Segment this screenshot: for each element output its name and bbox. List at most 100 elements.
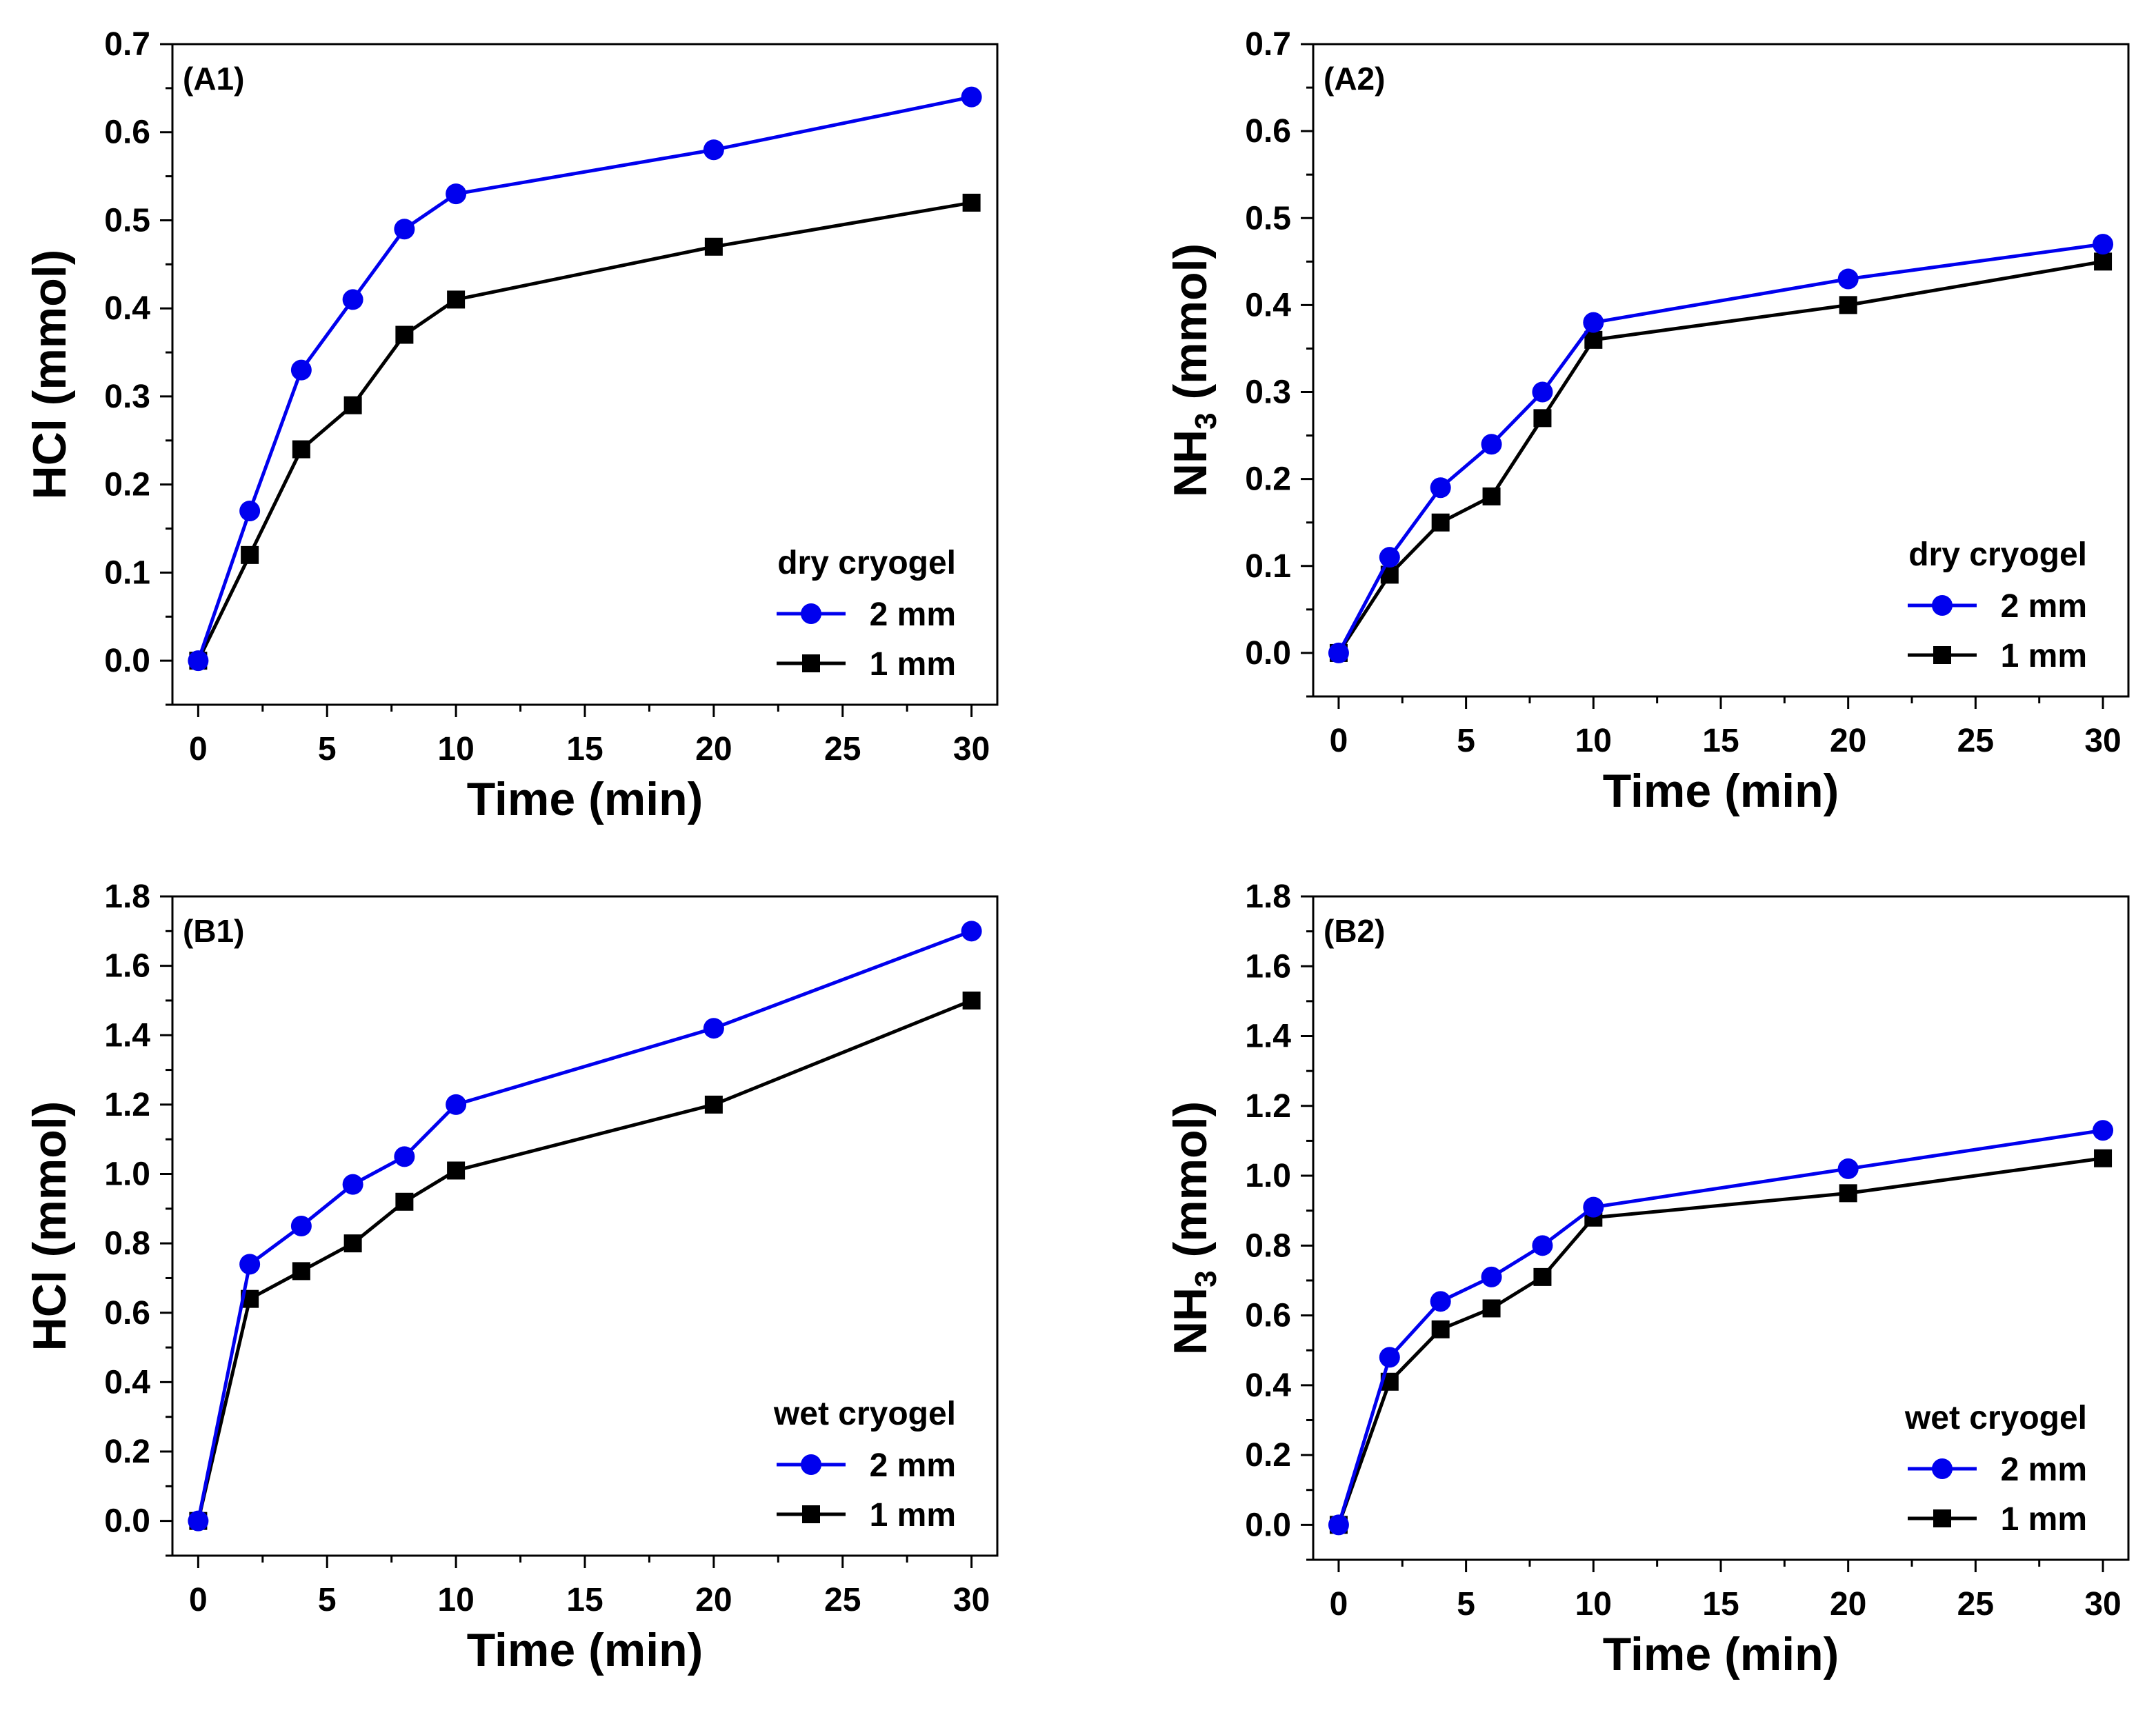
y-tick-label: 1.6 [104, 948, 150, 985]
legend-swatch-marker [1932, 1458, 1953, 1479]
data-point [342, 289, 363, 310]
y-axis-title-subscript: 3 [1189, 412, 1223, 429]
y-tick-label: 1.4 [104, 1017, 150, 1054]
panel-a1: 0 5 10 15 20 25 30 0.0 0.1 0.2 0.3 0.4 0.5 0.6 0.7 Time… [23, 26, 999, 825]
data-point [1584, 330, 1603, 349]
y-axis-title-main: NH [1164, 1287, 1217, 1355]
data-point [394, 219, 415, 240]
y-axis-title: NH3 (mmol) [1164, 1101, 1223, 1355]
y-tick-label: 0.8 [104, 1225, 150, 1262]
legend-title: dry cryogel [1908, 536, 2087, 573]
data-point [1583, 1196, 1604, 1218]
x-tick-label: 0 [189, 731, 208, 767]
x-tick-label: 5 [318, 731, 337, 767]
data-point [2094, 1149, 2113, 1167]
x-tick-label: 0 [1330, 723, 1348, 759]
x-tick-label: 15 [1702, 723, 1739, 759]
series-line [1337, 1156, 2104, 1526]
data-point [1532, 1235, 1553, 1256]
y-tick-label: 0.4 [104, 1364, 150, 1400]
x-tick-label: 30 [2084, 723, 2121, 759]
panel-tag: (B2) [1324, 913, 1385, 949]
data-point [1328, 1514, 1349, 1536]
x-tick-label: 20 [1830, 723, 1866, 759]
legend-label: 2 mm [870, 596, 956, 633]
legend-label: 1 mm [2001, 1501, 2087, 1538]
x-tick-label: 5 [318, 1582, 337, 1618]
x-tick-label: 10 [437, 1582, 474, 1618]
legend-label: 1 mm [2001, 638, 2087, 674]
data-point [1839, 296, 1857, 314]
y-tick-label: 1.2 [1245, 1088, 1291, 1125]
x-tick-label: 30 [953, 731, 990, 767]
data-point [1837, 1158, 1859, 1179]
x-axis: 0 5 10 15 20 25 30 [189, 705, 990, 767]
data-point [241, 545, 259, 564]
x-tick-label: 10 [437, 731, 474, 767]
y-tick-label: 0.0 [1245, 1507, 1291, 1543]
y-axis-title-subscript: 3 [1189, 1270, 1223, 1287]
y-axis-title-main: HCl [23, 419, 76, 499]
x-tick-label: 20 [1830, 1586, 1866, 1623]
legend-label: 1 mm [870, 646, 956, 683]
y-tick-label: 0.5 [104, 202, 150, 239]
data-point [703, 1018, 724, 1039]
series-line [1337, 259, 2104, 654]
y-tick-label: 0.7 [1245, 26, 1291, 63]
y-tick-label: 0.6 [104, 114, 150, 151]
y-tick-label: 0.4 [104, 290, 150, 327]
legend-swatch-marker [1933, 646, 1951, 664]
data-point [343, 396, 362, 414]
series-2-mm [1328, 1120, 2114, 1536]
legend: wet cryogel 2 mm 1 mm [1904, 1400, 2087, 1538]
y-axis-title-unit: (mmol) [23, 1101, 76, 1271]
y-tick-label: 0.0 [104, 643, 150, 679]
legend-title: wet cryogel [773, 1396, 956, 1432]
x-tick-label: 25 [1957, 723, 1994, 759]
data-point [1482, 1299, 1501, 1318]
series-2-mm [188, 86, 982, 672]
data-point [188, 650, 209, 672]
legend-swatch-marker [1933, 1509, 1951, 1527]
series-line [196, 998, 972, 1522]
legend-title: wet cryogel [1904, 1400, 2087, 1436]
y-tick-label: 1.8 [1245, 878, 1291, 915]
panel-a2: 0 5 10 15 20 25 30 0.0 0.1 0.2 0.3 0.4 0.5 0.6 0.7 Time… [1164, 26, 2130, 817]
data-point [1839, 1184, 1857, 1203]
y-tick-label: 1.0 [104, 1156, 150, 1193]
y-axis-title: NH3 (mmol) [1164, 243, 1223, 497]
legend-label: 2 mm [2001, 1452, 2087, 1488]
panel-b2: 0 5 10 15 20 25 30 0.0 0.2 0.4 0.6 0.8 1.0 1.2 1.4 1.6 1… [1164, 878, 2130, 1680]
panel-tag: (B1) [183, 913, 244, 949]
series-line [1337, 1128, 2104, 1526]
y-axis: 0.0 0.1 0.2 0.3 0.4 0.5 0.6 0.7 [1245, 26, 1313, 698]
data-point [447, 290, 466, 309]
data-point [290, 1216, 312, 1236]
x-tick-label: 15 [1702, 1586, 1739, 1623]
series-line [1337, 242, 2104, 654]
y-tick-label: 0.2 [1245, 461, 1291, 498]
data-point [704, 237, 723, 256]
legend-swatch-marker [801, 603, 821, 624]
y-axis-title: HCl (mmol) [23, 1101, 76, 1352]
y-axis-title-main: HCl [23, 1270, 76, 1351]
data-point [239, 500, 261, 521]
x-tick-label: 0 [1330, 1586, 1348, 1623]
panel-b1: 0 5 10 15 20 25 30 0.0 0.2 0.4 0.6 0.8 1.0 1.2 1.4 1.6 1… [23, 878, 999, 1676]
data-point [704, 1095, 723, 1114]
y-tick-label: 0.2 [104, 467, 150, 503]
series-1-mm [189, 193, 981, 670]
legend-title: dry cryogel [777, 545, 956, 581]
y-tick-label: 0.5 [1245, 200, 1291, 237]
y-tick-label: 1.6 [1245, 948, 1291, 985]
y-tick-label: 0.6 [1245, 1298, 1291, 1334]
y-axis: 0.0 0.1 0.2 0.3 0.4 0.5 0.6 0.7 [104, 26, 172, 706]
x-axis: 0 5 10 15 20 25 30 [1330, 1560, 2122, 1623]
x-tick-label: 5 [1457, 723, 1475, 759]
x-tick-label: 25 [1957, 1586, 1994, 1623]
legend-label: 1 mm [870, 1497, 956, 1534]
data-point [2093, 1120, 2114, 1141]
data-point [1379, 547, 1400, 568]
y-tick-label: 0.4 [1245, 287, 1291, 323]
